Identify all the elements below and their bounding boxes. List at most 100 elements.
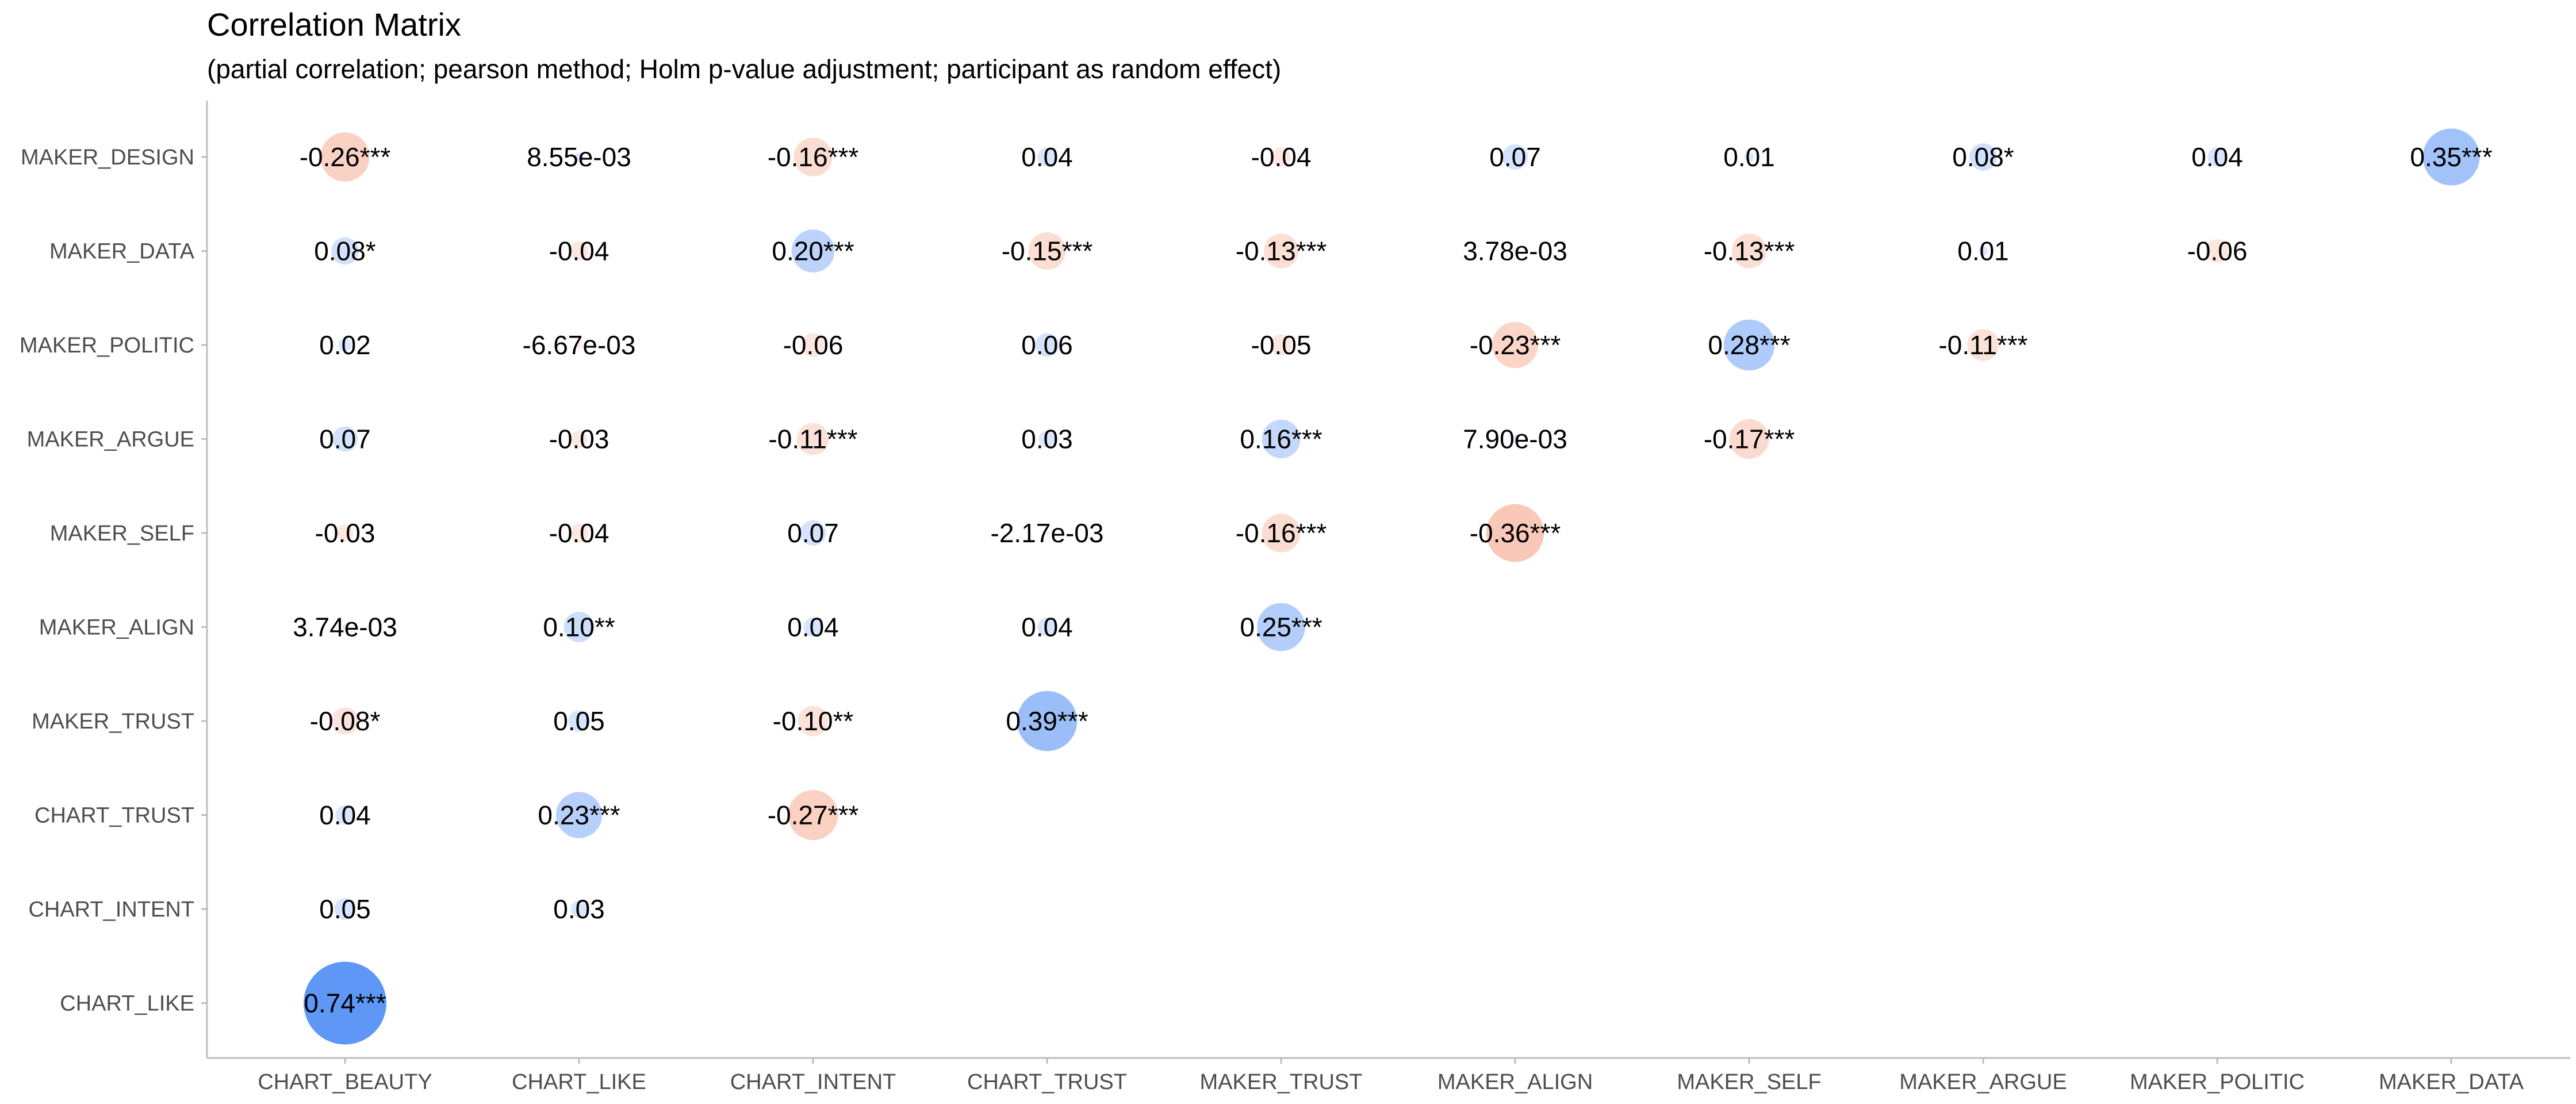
x-tick-label-maker-politic: MAKER_POLITIC [2130,1070,2305,1094]
cell-circle-chart-beauty-chart-trust [335,805,355,825]
cell-label-chart-beauty-maker-align: 3.74e-03 [293,612,397,642]
x-tick-label-chart-intent: CHART_INTENT [730,1070,896,1094]
cell-label-chart-beauty-maker-trust: -0.08* [310,706,381,736]
cell-labels: -0.26*** 8.55e-03 -0.16*** 0.04 -0.04 0.07 0.0… [293,142,2493,1018]
cell-circle-maker-align-maker-design [1502,144,1528,170]
cell-circle-chart-beauty-maker-argue [332,426,358,452]
cell-circle-maker-self-maker-argue [1729,419,1769,459]
cell-circle-chart-beauty-chart-like [304,961,386,1045]
cell-circle-maker-self-maker-data [1731,233,1767,269]
x-tick-label-maker-align: MAKER_ALIGN [1438,1070,1593,1094]
cell-circle-maker-politic-maker-design [2207,147,2227,167]
cell-circle-chart-beauty-maker-design [320,132,370,182]
cell-label-chart-like-maker-design: 8.55e-03 [527,142,631,172]
cell-label-maker-trust-maker-data: -0.13*** [1236,236,1327,266]
cell-circle-chart-trust-maker-self [1045,531,1049,535]
cell-label-chart-like-chart-intent: 0.03 [553,894,605,924]
cell-label-chart-intent-maker-self: 0.07 [787,518,839,548]
cell-circle-maker-align-maker-argue [1511,435,1520,443]
chart-title: Correlation Matrix [207,6,461,43]
y-tick-label-maker-align: MAKER_ALIGN [39,616,194,640]
x-tick-label-maker-self: MAKER_SELF [1677,1070,1821,1094]
cell-label-maker-politic-maker-design: 0.04 [2191,142,2243,172]
cell-circle-maker-trust-maker-data [1263,233,1299,269]
cell-label-chart-like-maker-data: -0.04 [549,236,610,266]
cell-label-maker-self-maker-politic: 0.28*** [1708,330,1790,360]
cell-circle-chart-intent-maker-align [803,617,823,637]
cell-circle-chart-like-chart-trust [555,792,603,838]
cell-label-chart-like-chart-trust: 0.23*** [538,800,620,830]
correlation-circles [304,128,2480,1045]
cell-circle-chart-like-maker-self [569,523,589,543]
cell-label-chart-trust-maker-politic: 0.06 [1021,330,1073,360]
cell-label-maker-trust-maker-politic: -0.05 [1251,330,1312,360]
cell-circle-chart-intent-maker-politic [801,333,825,357]
y-tick-label-maker-argue: MAKER_ARGUE [27,428,194,452]
cell-label-chart-beauty-chart-intent: 0.05 [319,894,371,924]
cell-circle-maker-data-maker-design [2422,128,2480,186]
cell-circle-maker-argue-maker-design [1969,143,1997,171]
x-tick-label-chart-beauty: CHART_BEAUTY [258,1070,432,1094]
cell-label-chart-trust-maker-self: -2.17e-03 [991,518,1104,548]
axes [206,101,2570,1059]
cell-circle-maker-self-maker-politic [1723,319,1775,371]
cell-label-chart-intent-maker-align: 0.04 [787,612,839,642]
cell-circle-chart-intent-maker-argue [797,423,829,455]
cell-label-maker-align-maker-politic: -0.23*** [1470,330,1561,360]
cell-label-chart-beauty-chart-trust: 0.04 [319,800,371,830]
cell-label-chart-beauty-maker-design: -0.26*** [300,142,391,172]
cell-circle-maker-trust-maker-politic [1270,334,1292,356]
cell-label-maker-data-maker-design: 0.35*** [2410,142,2492,172]
cell-label-chart-trust-maker-trust: 0.39*** [1006,706,1088,736]
cell-circle-maker-align-maker-data [1512,248,1519,254]
cell-label-chart-intent-chart-trust: -0.27*** [768,800,859,830]
y-tick-label-maker-self: MAKER_SELF [50,522,194,546]
cell-circle-maker-trust-maker-self [1262,513,1301,553]
cell-label-chart-like-maker-trust: 0.05 [553,706,605,736]
cell-circle-maker-trust-maker-argue [1262,420,1301,458]
cell-circle-chart-like-maker-politic [575,341,583,349]
cell-circle-chart-like-maker-align [564,612,595,642]
cell-circle-maker-argue-maker-data [1978,246,1988,256]
cell-label-chart-beauty-maker-politic: 0.02 [319,330,371,360]
cell-label-chart-beauty-chart-like: 0.74*** [304,988,386,1018]
cell-circle-maker-politic-maker-data [2205,239,2229,263]
cell-circle-chart-like-maker-design [574,152,584,162]
cell-circle-maker-argue-maker-politic [1967,329,1999,361]
cell-circle-chart-intent-maker-self [800,520,826,546]
cell-label-maker-self-maker-argue: -0.17*** [1704,424,1795,454]
cell-circle-maker-trust-maker-align [1257,603,1305,651]
cell-circle-chart-intent-maker-design [793,137,833,177]
cell-circle-maker-align-maker-politic [1492,321,1539,369]
cell-circle-chart-like-maker-data [569,241,589,261]
y-tick-label-chart-like: CHART_LIKE [60,992,194,1016]
cell-circle-chart-trust-maker-argue [1038,431,1056,447]
cell-circle-chart-trust-maker-align [1037,617,1057,637]
cell-label-maker-trust-maker-design: -0.04 [1251,142,1312,172]
cell-label-maker-argue-maker-design: 0.08* [1952,142,2014,172]
cell-label-chart-intent-maker-data: 0.20*** [772,236,854,266]
cell-label-chart-like-maker-align: 0.10** [543,612,615,642]
cell-label-chart-trust-maker-align: 0.04 [1021,612,1073,642]
x-tick-label-chart-like: CHART_LIKE [512,1070,646,1094]
cell-circle-chart-intent-maker-data [791,229,835,273]
cell-label-chart-trust-maker-argue: 0.03 [1021,424,1073,454]
cell-circle-chart-trust-maker-politic [1035,333,1059,357]
y-tick-label-maker-trust: MAKER_TRUST [32,710,194,734]
y-tick-label-chart-trust: CHART_TRUST [34,804,194,828]
cell-circle-chart-trust-maker-design [1037,147,1057,167]
cell-label-maker-politic-maker-data: -0.06 [2187,236,2248,266]
cell-label-maker-align-maker-self: -0.36*** [1470,518,1561,548]
cell-circle-chart-beauty-chart-intent [334,898,356,920]
cell-label-chart-beauty-maker-argue: 0.07 [319,424,371,454]
cell-label-maker-self-maker-data: -0.13*** [1704,236,1795,266]
x-tick-label-maker-trust: MAKER_TRUST [1200,1070,1363,1094]
cell-label-maker-argue-maker-data: 0.01 [1957,236,2009,266]
cell-label-chart-intent-maker-argue: -0.11*** [768,424,857,454]
cell-label-chart-like-maker-self: -0.04 [549,518,610,548]
cell-circle-chart-intent-maker-trust [798,706,829,737]
cell-label-maker-argue-maker-politic: -0.11*** [1938,330,2027,360]
cell-circle-chart-like-maker-argue [570,431,588,447]
cell-label-maker-self-maker-design: 0.01 [1723,142,1775,172]
